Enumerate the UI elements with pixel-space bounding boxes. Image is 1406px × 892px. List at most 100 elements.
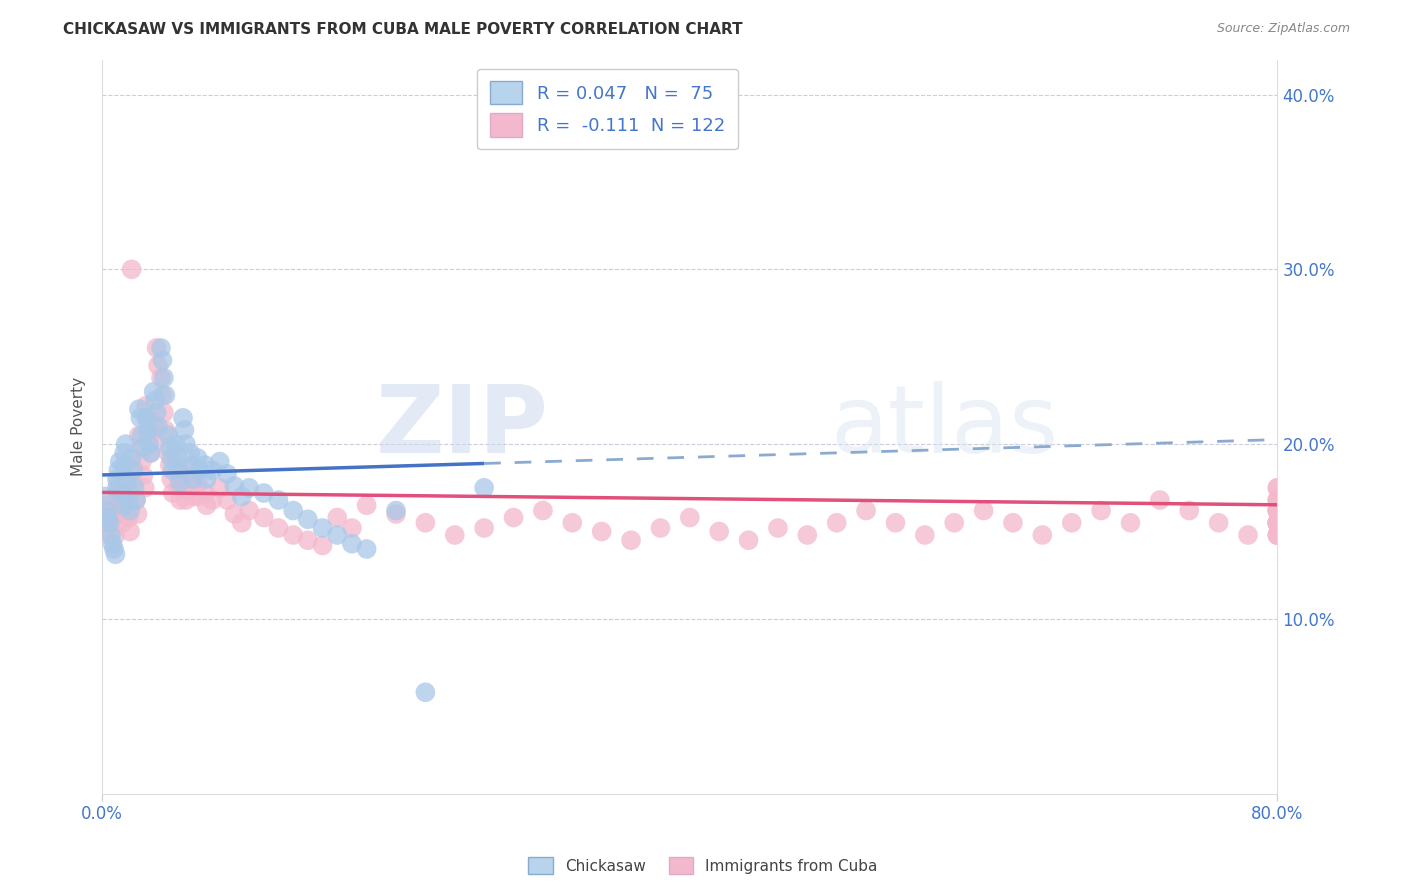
Point xyxy=(201,463,224,477)
Point xyxy=(136,410,159,425)
Point xyxy=(231,490,253,504)
Point xyxy=(166,450,188,464)
Point xyxy=(1208,516,1230,530)
Point xyxy=(174,437,197,451)
Point xyxy=(152,388,174,402)
Point xyxy=(135,399,157,413)
Point xyxy=(1267,516,1289,530)
Point xyxy=(179,463,201,477)
Point xyxy=(94,490,117,504)
Point xyxy=(98,528,121,542)
Point xyxy=(180,458,202,472)
Point xyxy=(111,498,134,512)
Point xyxy=(131,428,153,442)
Point xyxy=(153,370,176,384)
Point xyxy=(267,493,290,508)
Point xyxy=(1267,493,1289,508)
Legend: Chickasaw, Immigrants from Cuba: Chickasaw, Immigrants from Cuba xyxy=(522,851,884,880)
Point xyxy=(326,528,349,542)
Point xyxy=(108,454,131,468)
Point xyxy=(142,419,165,434)
Point xyxy=(157,428,180,442)
Point xyxy=(737,533,759,548)
Point xyxy=(201,493,224,508)
Point xyxy=(385,507,408,521)
Point xyxy=(311,521,333,535)
Point xyxy=(217,493,239,508)
Point xyxy=(174,493,197,508)
Point xyxy=(187,475,209,490)
Point xyxy=(122,458,145,472)
Point xyxy=(679,510,702,524)
Point xyxy=(914,528,936,542)
Point xyxy=(112,468,135,483)
Point xyxy=(385,503,408,517)
Point xyxy=(101,503,124,517)
Point xyxy=(96,503,118,517)
Point xyxy=(166,468,188,483)
Point xyxy=(167,461,190,475)
Point xyxy=(181,490,204,504)
Point xyxy=(1267,493,1289,508)
Point xyxy=(855,503,877,517)
Point xyxy=(1090,503,1112,517)
Point xyxy=(111,516,134,530)
Point xyxy=(118,493,141,508)
Point xyxy=(172,410,194,425)
Point xyxy=(472,521,495,535)
Point xyxy=(1267,481,1289,495)
Point xyxy=(94,498,117,512)
Point xyxy=(98,516,121,530)
Point xyxy=(120,524,142,539)
Point xyxy=(472,481,495,495)
Point xyxy=(326,510,349,524)
Point xyxy=(104,528,127,542)
Legend: R = 0.047   N =  75, R =  -0.111  N = 122: R = 0.047 N = 75, R = -0.111 N = 122 xyxy=(477,69,738,149)
Point xyxy=(1267,516,1289,530)
Point xyxy=(152,353,174,368)
Point xyxy=(159,441,181,455)
Point xyxy=(180,475,202,490)
Point xyxy=(120,503,142,517)
Point xyxy=(105,486,128,500)
Point xyxy=(121,262,143,277)
Point xyxy=(153,406,176,420)
Point xyxy=(169,493,191,508)
Text: Source: ZipAtlas.com: Source: ZipAtlas.com xyxy=(1216,22,1350,36)
Point xyxy=(125,493,148,508)
Point xyxy=(1267,503,1289,517)
Point xyxy=(146,419,169,434)
Point xyxy=(1267,516,1289,530)
Point xyxy=(132,441,155,455)
Point xyxy=(129,441,152,455)
Point xyxy=(1267,503,1289,517)
Text: ZIP: ZIP xyxy=(375,381,548,473)
Point xyxy=(620,533,643,548)
Point xyxy=(100,516,122,530)
Point xyxy=(443,528,465,542)
Point xyxy=(1267,481,1289,495)
Point xyxy=(415,685,437,699)
Point xyxy=(110,486,132,500)
Point xyxy=(356,541,378,556)
Point xyxy=(340,537,363,551)
Point xyxy=(1267,528,1289,542)
Point xyxy=(1178,503,1201,517)
Point xyxy=(1267,516,1289,530)
Point xyxy=(173,423,195,437)
Point xyxy=(267,521,290,535)
Point xyxy=(125,493,148,508)
Point xyxy=(283,528,305,542)
Point xyxy=(128,428,150,442)
Point xyxy=(115,498,138,512)
Point xyxy=(134,481,156,495)
Point xyxy=(155,423,177,437)
Point xyxy=(825,516,848,530)
Point xyxy=(121,451,143,466)
Point xyxy=(160,472,183,486)
Point xyxy=(356,498,378,512)
Point xyxy=(143,434,166,448)
Point xyxy=(145,406,167,420)
Point xyxy=(253,510,276,524)
Point xyxy=(1267,503,1289,517)
